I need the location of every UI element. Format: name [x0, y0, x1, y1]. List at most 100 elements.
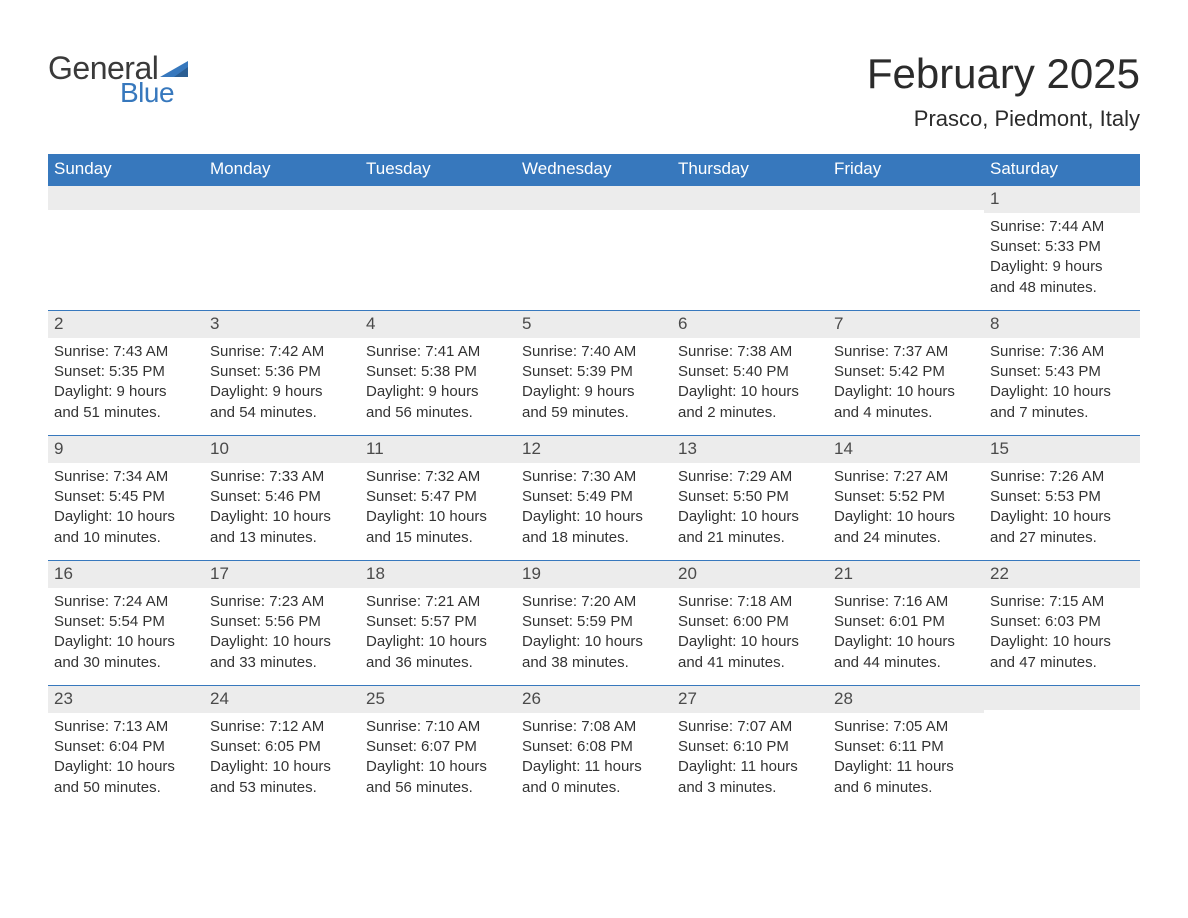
weekday-header-row: Sunday Monday Tuesday Wednesday Thursday…: [48, 154, 1140, 186]
sunset-line: Sunset: 5:50 PM: [678, 487, 822, 507]
day-number: 20: [672, 561, 828, 588]
sunset-line: Sunset: 6:10 PM: [678, 737, 822, 757]
sunset-line: Sunset: 5:35 PM: [54, 362, 198, 382]
daylight-line: Daylight: 10 hours: [522, 632, 666, 652]
sunrise-line: Sunrise: 7:12 AM: [210, 717, 354, 737]
sunset-line: Sunset: 6:00 PM: [678, 612, 822, 632]
calendar-day: 16Sunrise: 7:24 AMSunset: 5:54 PMDayligh…: [48, 561, 204, 685]
sunset-line: Sunset: 5:38 PM: [366, 362, 510, 382]
sunset-line: Sunset: 6:08 PM: [522, 737, 666, 757]
day-number: 1: [984, 186, 1140, 213]
day-number: 2: [48, 311, 204, 338]
daylight-line: and 59 minutes.: [522, 403, 666, 423]
calendar-week: 16Sunrise: 7:24 AMSunset: 5:54 PMDayligh…: [48, 560, 1140, 685]
daylight-line: Daylight: 9 hours: [990, 257, 1134, 277]
sunset-line: Sunset: 5:54 PM: [54, 612, 198, 632]
calendar-day: [672, 186, 828, 310]
daylight-line: and 6 minutes.: [834, 778, 978, 798]
day-number: 3: [204, 311, 360, 338]
daylight-line: Daylight: 10 hours: [210, 507, 354, 527]
calendar-week: 2Sunrise: 7:43 AMSunset: 5:35 PMDaylight…: [48, 310, 1140, 435]
sunrise-line: Sunrise: 7:13 AM: [54, 717, 198, 737]
calendar-day: [984, 686, 1140, 810]
sunrise-line: Sunrise: 7:37 AM: [834, 342, 978, 362]
sunset-line: Sunset: 5:53 PM: [990, 487, 1134, 507]
sunrise-line: Sunrise: 7:23 AM: [210, 592, 354, 612]
calendar-day: 19Sunrise: 7:20 AMSunset: 5:59 PMDayligh…: [516, 561, 672, 685]
day-number: 15: [984, 436, 1140, 463]
weekday-header: Thursday: [672, 154, 828, 186]
day-number: 11: [360, 436, 516, 463]
sunset-line: Sunset: 5:57 PM: [366, 612, 510, 632]
daylight-line: Daylight: 10 hours: [54, 507, 198, 527]
day-number: 18: [360, 561, 516, 588]
header: General Blue February 2025 Prasco, Piedm…: [48, 50, 1140, 132]
sunrise-line: Sunrise: 7:42 AM: [210, 342, 354, 362]
sunrise-line: Sunrise: 7:44 AM: [990, 217, 1134, 237]
sunset-line: Sunset: 6:04 PM: [54, 737, 198, 757]
day-number: 8: [984, 311, 1140, 338]
daylight-line: and 50 minutes.: [54, 778, 198, 798]
daylight-line: Daylight: 9 hours: [366, 382, 510, 402]
calendar-day: 26Sunrise: 7:08 AMSunset: 6:08 PMDayligh…: [516, 686, 672, 810]
calendar-day: 7Sunrise: 7:37 AMSunset: 5:42 PMDaylight…: [828, 311, 984, 435]
daylight-line: and 3 minutes.: [678, 778, 822, 798]
daylight-line: and 13 minutes.: [210, 528, 354, 548]
sunset-line: Sunset: 5:47 PM: [366, 487, 510, 507]
calendar-day: [360, 186, 516, 310]
sunset-line: Sunset: 6:07 PM: [366, 737, 510, 757]
daylight-line: and 41 minutes.: [678, 653, 822, 673]
daylight-line: Daylight: 10 hours: [678, 382, 822, 402]
sunset-line: Sunset: 6:11 PM: [834, 737, 978, 757]
sunrise-line: Sunrise: 7:20 AM: [522, 592, 666, 612]
daylight-line: Daylight: 10 hours: [990, 507, 1134, 527]
day-number: 14: [828, 436, 984, 463]
sunset-line: Sunset: 5:45 PM: [54, 487, 198, 507]
sunrise-line: Sunrise: 7:32 AM: [366, 467, 510, 487]
day-number: [984, 686, 1140, 710]
day-number: 4: [360, 311, 516, 338]
sunset-line: Sunset: 5:49 PM: [522, 487, 666, 507]
calendar-week: 9Sunrise: 7:34 AMSunset: 5:45 PMDaylight…: [48, 435, 1140, 560]
calendar-day: [204, 186, 360, 310]
sunset-line: Sunset: 5:40 PM: [678, 362, 822, 382]
sunset-line: Sunset: 5:46 PM: [210, 487, 354, 507]
daylight-line: Daylight: 9 hours: [54, 382, 198, 402]
calendar-day: 28Sunrise: 7:05 AMSunset: 6:11 PMDayligh…: [828, 686, 984, 810]
sunrise-line: Sunrise: 7:41 AM: [366, 342, 510, 362]
calendar-day: 2Sunrise: 7:43 AMSunset: 5:35 PMDaylight…: [48, 311, 204, 435]
sunset-line: Sunset: 5:43 PM: [990, 362, 1134, 382]
sunrise-line: Sunrise: 7:36 AM: [990, 342, 1134, 362]
daylight-line: Daylight: 10 hours: [834, 507, 978, 527]
day-number: 24: [204, 686, 360, 713]
sunrise-line: Sunrise: 7:27 AM: [834, 467, 978, 487]
weekday-header: Wednesday: [516, 154, 672, 186]
daylight-line: and 54 minutes.: [210, 403, 354, 423]
day-number: [516, 186, 672, 210]
daylight-line: and 10 minutes.: [54, 528, 198, 548]
calendar-day: 25Sunrise: 7:10 AMSunset: 6:07 PMDayligh…: [360, 686, 516, 810]
daylight-line: Daylight: 11 hours: [834, 757, 978, 777]
calendar-day: 6Sunrise: 7:38 AMSunset: 5:40 PMDaylight…: [672, 311, 828, 435]
weekday-header: Friday: [828, 154, 984, 186]
sunset-line: Sunset: 5:36 PM: [210, 362, 354, 382]
daylight-line: Daylight: 10 hours: [366, 757, 510, 777]
weekday-header: Saturday: [984, 154, 1140, 186]
sunset-line: Sunset: 5:59 PM: [522, 612, 666, 632]
daylight-line: Daylight: 10 hours: [990, 382, 1134, 402]
calendar-day: [48, 186, 204, 310]
daylight-line: Daylight: 10 hours: [678, 507, 822, 527]
daylight-line: and 56 minutes.: [366, 403, 510, 423]
sunrise-line: Sunrise: 7:15 AM: [990, 592, 1134, 612]
sunrise-line: Sunrise: 7:40 AM: [522, 342, 666, 362]
sunrise-line: Sunrise: 7:18 AM: [678, 592, 822, 612]
weekday-header: Tuesday: [360, 154, 516, 186]
daylight-line: Daylight: 10 hours: [990, 632, 1134, 652]
sunrise-line: Sunrise: 7:07 AM: [678, 717, 822, 737]
calendar-week: 23Sunrise: 7:13 AMSunset: 6:04 PMDayligh…: [48, 685, 1140, 810]
day-number: 21: [828, 561, 984, 588]
day-number: 10: [204, 436, 360, 463]
sunset-line: Sunset: 6:01 PM: [834, 612, 978, 632]
daylight-line: Daylight: 10 hours: [54, 757, 198, 777]
title-block: February 2025 Prasco, Piedmont, Italy: [867, 50, 1140, 132]
